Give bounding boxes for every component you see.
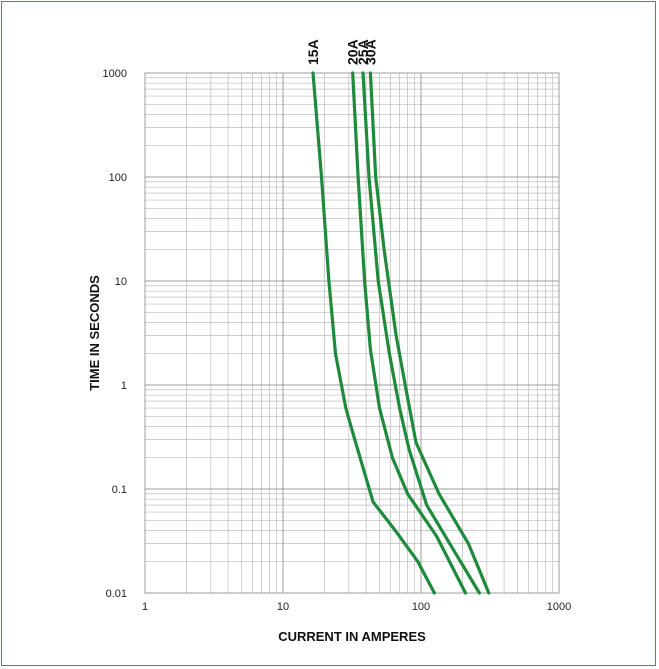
x-axis-title: CURRENT IN AMPERES <box>278 629 426 644</box>
trip-curve-20a <box>351 71 468 595</box>
trip-curve-15a <box>311 71 436 595</box>
series-label-20a: 20A <box>345 39 361 65</box>
major-grid <box>144 73 559 594</box>
x-tick-label: 1000 <box>547 601 571 613</box>
plot-border <box>144 72 560 594</box>
y-tick-label: 10 <box>115 276 127 288</box>
trip-curve-30a <box>368 71 491 595</box>
series-label-25a: 25A <box>355 39 371 65</box>
series-label-30a: 30A <box>362 39 378 65</box>
series-label-15a: 15A <box>305 39 321 65</box>
y-tick-label: 0.1 <box>112 484 127 496</box>
y-tick-label: 1 <box>121 380 127 392</box>
x-tick-labels: 1 10 100 1000 <box>142 601 571 613</box>
y-tick-label: 1000 <box>103 68 127 80</box>
y-tick-label: 100 <box>109 172 127 184</box>
minor-grid <box>145 73 559 593</box>
y-axis-title: TIME IN SECONDS <box>87 275 102 391</box>
trip-curves <box>311 71 491 595</box>
trip-curve-25a <box>361 71 481 595</box>
x-tick-label: 100 <box>412 601 430 613</box>
x-tick-label: 10 <box>277 601 289 613</box>
y-tick-labels: 0.01 0.1 1 10 100 1000 <box>103 68 127 600</box>
y-tick-label: 0.01 <box>106 588 127 600</box>
x-tick-label: 1 <box>142 601 148 613</box>
